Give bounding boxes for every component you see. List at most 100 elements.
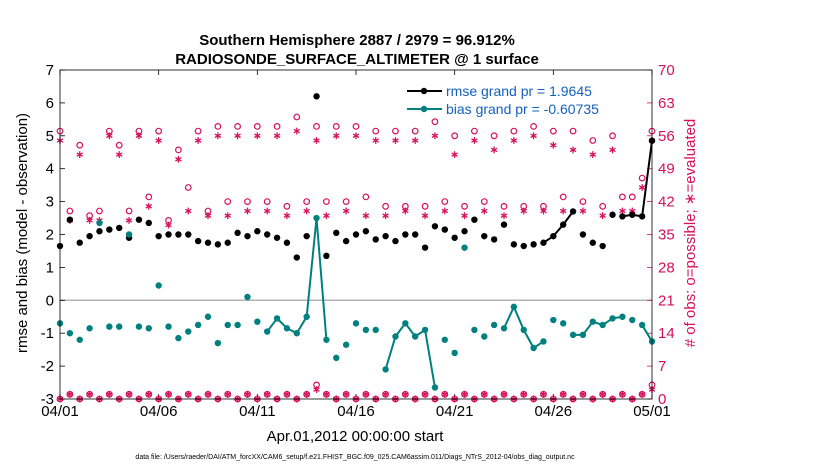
asterisk-stroke: [303, 392, 310, 397]
bias-point: [481, 333, 488, 340]
asterisk-stroke: [441, 392, 449, 397]
count-evaluated-marker: [579, 207, 587, 215]
rmse-point: [412, 231, 419, 238]
rmse-point: [234, 229, 241, 237]
count-evaluated-marker: [184, 207, 192, 215]
asterisk-stroke: [579, 392, 587, 397]
asterisk-stroke: [184, 208, 192, 214]
y-left-tick-label: -1: [41, 325, 54, 342]
bias-point: [619, 313, 626, 320]
plot-border: [59, 69, 653, 400]
asterisk-stroke: [125, 392, 133, 397]
count-possible-marker: [619, 193, 626, 201]
asterisk-stroke: [490, 147, 498, 153]
count-possible-marker: [510, 127, 518, 135]
rmse-point: [313, 93, 320, 100]
count-evaluated-marker: [638, 184, 646, 191]
count-possible-marker: [145, 193, 153, 201]
asterisk-stroke: [461, 392, 468, 397]
rmse-point: [224, 239, 231, 246]
asterisk-stroke: [273, 133, 281, 139]
count-evaluated-marker: [313, 137, 320, 144]
count-evaluated-marker: [273, 132, 281, 140]
rmse-point: [185, 231, 192, 238]
rmse-point: [402, 231, 409, 238]
rmse-point: [86, 232, 93, 240]
count-evaluated-marker: [638, 390, 646, 398]
count-possible-marker: [155, 127, 163, 135]
asterisk-stroke: [165, 222, 172, 228]
y-left-tick-label: 1: [46, 259, 54, 276]
rmse-point: [550, 232, 557, 240]
count-evaluated-marker: [382, 212, 389, 220]
asterisk-stroke: [619, 208, 626, 214]
count-possible-marker: [530, 122, 537, 130]
count-evaluated-marker: [214, 132, 222, 140]
count-evaluated-marker: [106, 132, 113, 140]
asterisk-stroke: [540, 208, 547, 214]
count-evaluated-marker: [589, 151, 597, 158]
bias-point: [66, 330, 74, 337]
count-possible-marker: [342, 198, 350, 206]
count-possible-marker: [569, 127, 577, 135]
count-evaluated-marker: [362, 212, 370, 220]
asterisk-stroke: [263, 392, 271, 397]
asterisk-stroke: [382, 213, 389, 218]
asterisk-stroke: [500, 213, 508, 218]
asterisk-stroke: [559, 208, 567, 214]
asterisk-stroke: [125, 218, 133, 223]
y-left-tick-label: 3: [46, 194, 54, 211]
asterisk-stroke: [165, 392, 172, 397]
bias-point: [609, 315, 616, 322]
bias-point: [214, 339, 222, 347]
count-possible-marker: [234, 122, 242, 130]
count-evaluated-marker: [283, 212, 291, 220]
bias-point: [421, 326, 429, 334]
count-possible-marker: [382, 202, 390, 210]
count-possible-marker: [392, 127, 399, 135]
count-possible-marker: [451, 132, 459, 140]
asterisk-stroke: [263, 208, 271, 214]
rmse-point: [569, 208, 577, 215]
asterisk-stroke: [313, 138, 320, 143]
bias-point: [599, 321, 606, 329]
count-evaluated-marker: [559, 207, 567, 215]
rmse-point: [155, 232, 162, 240]
count-evaluated-marker: [194, 137, 202, 144]
asterisk-stroke: [234, 133, 241, 139]
count-evaluated-marker: [480, 390, 488, 398]
y-right-tick-label: 42: [658, 194, 675, 211]
rmse-point: [540, 239, 547, 246]
rmse-point: [619, 213, 626, 220]
count-evaluated-marker: [66, 390, 74, 398]
bias-point: [540, 338, 547, 345]
asterisk-stroke: [293, 128, 301, 134]
asterisk-stroke: [76, 152, 84, 157]
bias-line: [384, 321, 436, 388]
count-evaluated-marker: [86, 390, 93, 398]
x-tick-label: 04/26: [535, 403, 573, 420]
asterisk-stroke: [599, 392, 606, 397]
asterisk-stroke: [638, 392, 646, 397]
bias-point: [510, 303, 518, 311]
bias-point: [155, 282, 162, 289]
bias-point: [441, 336, 448, 343]
count-evaluated-marker: [145, 390, 153, 398]
count-evaluated-marker: [372, 137, 380, 144]
bias-point: [116, 323, 123, 330]
count-possible-marker: [549, 127, 557, 135]
y-right-tick-label: 28: [658, 259, 675, 276]
asterisk-stroke: [382, 392, 389, 397]
asterisk-stroke: [589, 152, 597, 157]
asterisk-stroke: [254, 133, 261, 139]
bias-point: [165, 323, 172, 330]
count-evaluated-marker: [362, 390, 370, 398]
asterisk-stroke: [579, 208, 587, 214]
asterisk-stroke: [500, 392, 508, 397]
count-possible-marker: [66, 207, 74, 215]
bias-point: [194, 321, 202, 329]
y-right-tick-label: 21: [658, 292, 675, 309]
count-possible-marker: [480, 198, 488, 206]
legend-bias-marker: [420, 105, 428, 113]
